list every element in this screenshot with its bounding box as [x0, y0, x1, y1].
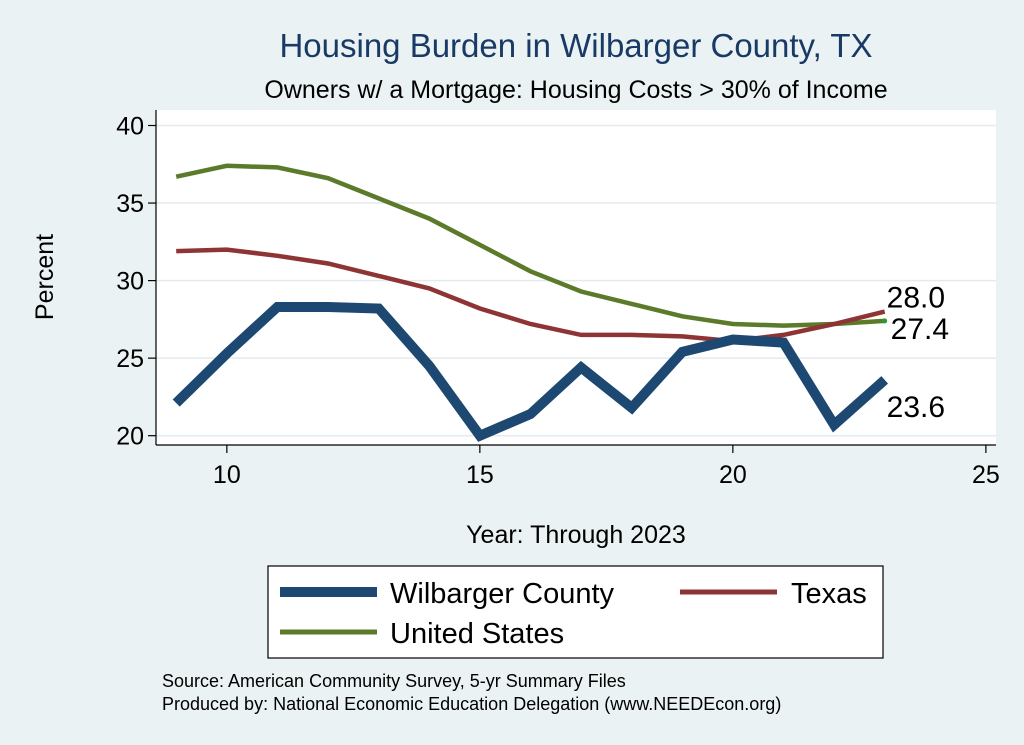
gridlines	[156, 124, 996, 437]
y-tick-label: 35	[116, 190, 144, 218]
end-marker-united-states	[882, 318, 888, 324]
source-note: Source: American Community Survey, 5-yr …	[162, 671, 626, 691]
x-tick-label: 20	[719, 461, 747, 489]
x-tick-label: 10	[213, 461, 241, 489]
series-lines	[172, 163, 889, 442]
producer-note: Produced by: National Economic Education…	[162, 694, 781, 714]
legend: Wilbarger County Texas United States	[267, 565, 884, 659]
series-line-united-states	[175, 163, 885, 328]
series-line-wilbarger-county	[172, 302, 889, 442]
x-axis-label: Year: Through 2023	[466, 521, 686, 549]
legend-label-wilbarger: Wilbarger County	[390, 578, 615, 610]
end-label-united-states: 27.4	[891, 313, 949, 346]
y-tick-label: 25	[116, 345, 144, 373]
x-tick-label: 25	[972, 461, 1000, 489]
y-tick-label: 40	[116, 113, 144, 141]
x-tick-label: 15	[466, 461, 494, 489]
legend-label-texas: Texas	[791, 578, 867, 610]
chart-title: Housing Burden in Wilbarger County, TX	[279, 27, 872, 64]
y-tick-label: 20	[116, 423, 144, 451]
chart-subtitle: Owners w/ a Mortgage: Housing Costs > 30…	[264, 76, 887, 104]
y-axis-label: Percent	[31, 234, 59, 320]
legend-label-us: United States	[390, 618, 564, 650]
axes: 20 25 30 35 40 10 15 20 25	[116, 110, 1000, 489]
end-labels: 23.6 28.027.4	[882, 282, 949, 424]
end-label-texas: 28.0	[887, 282, 945, 315]
y-tick-label: 30	[116, 268, 144, 296]
plot-area	[156, 110, 996, 445]
legend-box	[267, 565, 884, 659]
end-label-wilbarger-county: 23.6	[887, 391, 945, 424]
